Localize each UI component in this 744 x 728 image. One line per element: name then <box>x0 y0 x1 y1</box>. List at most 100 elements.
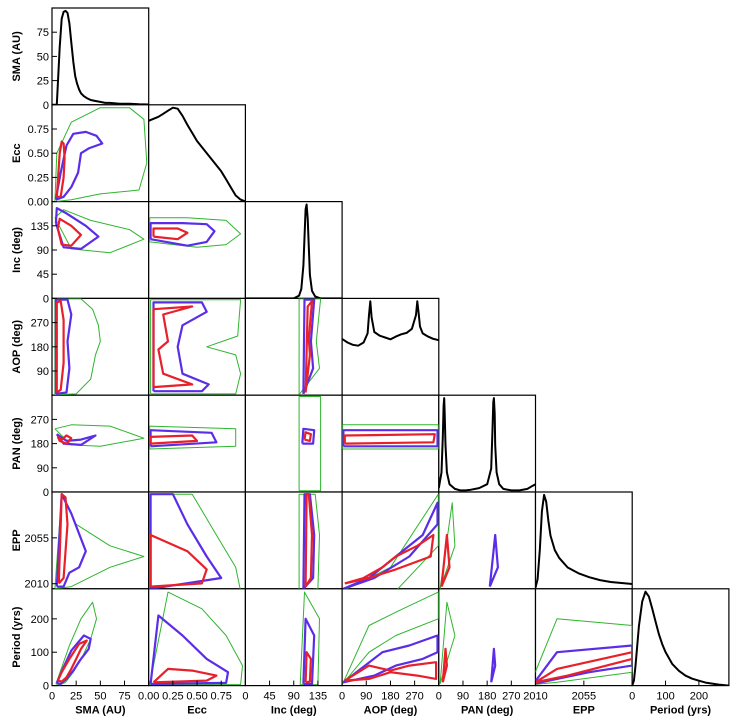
xtick-label-pan: 180 <box>478 691 496 703</box>
contour-level-95% <box>54 130 104 201</box>
ytick-label-row-1: 0.50 <box>28 148 49 160</box>
contour-level-95% <box>490 647 497 683</box>
ytick-label-row-5: 2010 <box>25 579 49 591</box>
histogram-line-inc <box>245 203 343 299</box>
xtick-label-sma: 50 <box>94 691 106 703</box>
contour-level-99.7% <box>342 591 439 685</box>
contour-level-95% <box>342 429 439 448</box>
contour-panel-6-4 <box>439 601 497 685</box>
contour-level-99.7% <box>150 299 242 395</box>
contour-level-68% <box>441 647 448 683</box>
contour-level-68% <box>56 434 73 445</box>
contour-panel-6-1 <box>149 591 243 686</box>
contour-panel-1-0 <box>54 107 148 202</box>
ytick-label-row-4: 180 <box>31 439 49 451</box>
xtick-label-aop: 0 <box>339 691 345 703</box>
contour-level-95% <box>488 533 499 588</box>
ytick-label-row-1: 0.25 <box>28 172 49 184</box>
histogram-epp <box>535 493 633 589</box>
xtick-label-sma: 0 <box>49 691 55 703</box>
ytick-label-row-3: 180 <box>31 342 49 354</box>
ytick-label-row-1: 0.75 <box>28 124 49 136</box>
histogram-sma <box>52 9 149 105</box>
ytick-label-row-2: 90 <box>37 245 49 257</box>
panel-frame-6-4 <box>438 588 537 687</box>
contour-panel-4-3 <box>342 424 439 450</box>
contour-level-68% <box>343 433 436 445</box>
xtick-label-inc: 135 <box>309 691 327 703</box>
yaxis-label-row-6: Period (yrs) <box>11 606 23 667</box>
yaxis-label-row-5: EPP <box>11 529 23 551</box>
contour-level-95% <box>149 429 218 448</box>
xtick-label-pan: 270 <box>502 691 520 703</box>
xtick-label-pan: 90 <box>457 691 469 703</box>
xaxis-label-pan: PAN (deg) <box>461 705 514 717</box>
contour-level-95% <box>302 493 316 589</box>
xtick-label-aop: 270 <box>405 691 423 703</box>
contour-level-68% <box>303 431 312 442</box>
xtick-label-sma: 75 <box>118 691 130 703</box>
ytick-label-row-4: 90 <box>37 463 49 475</box>
contour-level-99.7% <box>535 618 633 685</box>
ytick-label-row-0: 50 <box>37 51 49 63</box>
panel-frame-6-6 <box>631 588 730 687</box>
contour-level-95% <box>55 634 92 686</box>
panel-frame-2-0 <box>51 201 150 300</box>
contour-level-68% <box>56 217 83 247</box>
contour-panel-5-1 <box>149 493 241 589</box>
panel-frame-6-0 <box>51 588 150 687</box>
panel-frame-1-0 <box>51 104 150 203</box>
xaxis-label-epp: EPP <box>573 705 595 717</box>
histogram-inc <box>245 203 343 299</box>
contour-panel-5-4 <box>439 502 499 589</box>
histogram-line-epp <box>535 493 633 589</box>
contour-level-68% <box>152 227 189 241</box>
xtick-label-sma: 25 <box>70 691 82 703</box>
ytick-label-row-0: 75 <box>37 27 49 39</box>
panel-frame-4-2 <box>244 394 343 493</box>
ytick-label-row-4: 0 <box>43 487 49 499</box>
contour-level-99.7% <box>298 396 322 492</box>
contour-level-68% <box>304 651 312 684</box>
panel-frame-2-1 <box>148 201 246 300</box>
panel-frame-5-2 <box>244 491 343 590</box>
contour-panel-6-5 <box>535 618 633 685</box>
ytick-label-row-0: 25 <box>37 76 49 88</box>
contour-panel-4-1 <box>149 425 237 450</box>
panel-frame-3-0 <box>51 297 150 396</box>
xtick-label-inc: 45 <box>263 691 275 703</box>
xtick-label-ecc: 0.75 <box>211 691 232 703</box>
ytick-label-row-3: 270 <box>31 318 49 330</box>
ytick-label-row-3: 90 <box>37 366 49 378</box>
contour-level-95% <box>55 493 87 588</box>
contour-panel-6-0 <box>55 601 97 686</box>
ytick-label-row-6: 100 <box>31 647 49 659</box>
xtick-label-period: 0 <box>629 691 635 703</box>
histogram-line-pan <box>438 397 536 492</box>
panel-frame-3-2 <box>244 297 343 396</box>
contour-level-99.7% <box>149 591 243 686</box>
contour-level-68% <box>304 300 314 393</box>
contour-level-68% <box>344 661 438 682</box>
contour-level-68% <box>440 533 451 588</box>
contour-level-99.7% <box>54 107 148 202</box>
histogram-pan <box>438 397 536 492</box>
contour-level-68% <box>149 434 199 445</box>
ytick-label-row-6: 200 <box>31 614 49 626</box>
ytick-label-row-5: 2055 <box>25 533 49 545</box>
panel-frame-5-4 <box>438 491 537 590</box>
xtick-label-inc: 0 <box>242 691 248 703</box>
panel-frame-0-0 <box>51 7 150 106</box>
contour-level-99.7% <box>298 298 322 396</box>
panel-frame-3-3 <box>341 297 440 396</box>
xtick-label-aop: 180 <box>381 691 399 703</box>
xtick-label-ecc: 0.25 <box>162 691 183 703</box>
contour-level-95% <box>302 617 316 686</box>
ytick-label-row-4: 270 <box>31 414 49 426</box>
xaxis-label-period: Period (yrs) <box>650 705 711 717</box>
xtick-label-epp: 2055 <box>572 691 596 703</box>
histogram-line-sma <box>52 9 149 105</box>
contour-panel-5-2 <box>298 493 320 589</box>
histogram-aop <box>342 300 439 347</box>
